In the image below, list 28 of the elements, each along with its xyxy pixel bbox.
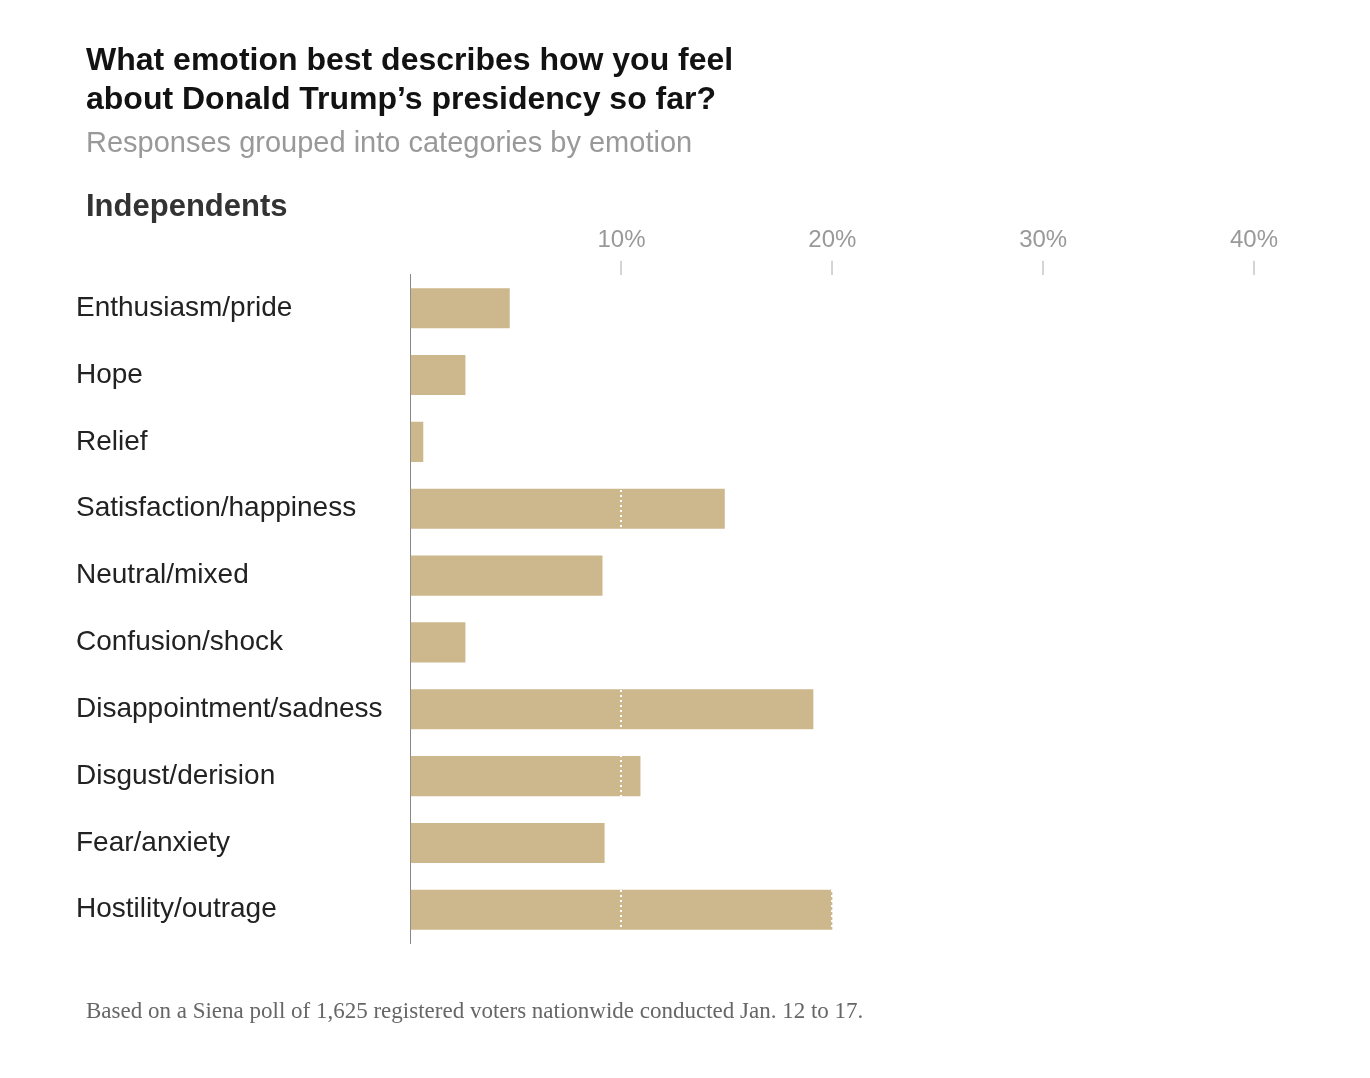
y-tick-label: Disappointment/sadness: [76, 691, 383, 723]
bar: [410, 622, 466, 663]
y-tick-label: Confusion/shock: [76, 625, 285, 657]
chart-subtitle: Responses grouped into categories by emotion: [86, 126, 693, 159]
x-tick-label: 30%: [1019, 225, 1068, 253]
bar: [410, 488, 725, 529]
bar: [410, 421, 424, 462]
text: Independents: [86, 188, 288, 224]
bar: [410, 355, 466, 396]
y-tick-label: Satisfaction/happiness: [76, 491, 357, 523]
x-tick-label: 10%: [597, 225, 646, 253]
y-tick-label: Enthusiasm/pride: [76, 290, 293, 322]
y-tick-label: Relief: [76, 424, 148, 456]
x-tick-label: 40%: [1229, 225, 1279, 253]
bar: [410, 889, 833, 930]
bar: [410, 756, 641, 797]
bar: [410, 288, 510, 329]
y-tick-label: Fear/anxiety: [76, 825, 231, 857]
y-tick-label: Hostility/outrage: [76, 892, 277, 924]
y-tick-label: Neutral/mixed: [76, 558, 249, 590]
x-tick-label: 20%: [808, 225, 857, 253]
text: Based on a Siena poll of 1,625 registered voters nationwide conducted Jan. 12 to 17.: [86, 998, 864, 1024]
y-tick-label: Hope: [76, 357, 143, 389]
chart-title: What emotion best describes how you feel about Donald Trump’s presidency so far?: [86, 40, 735, 118]
bar: [410, 689, 814, 730]
y-tick-label: Disgust/derision: [76, 758, 276, 790]
bar: [410, 822, 605, 863]
bar: [410, 555, 603, 596]
